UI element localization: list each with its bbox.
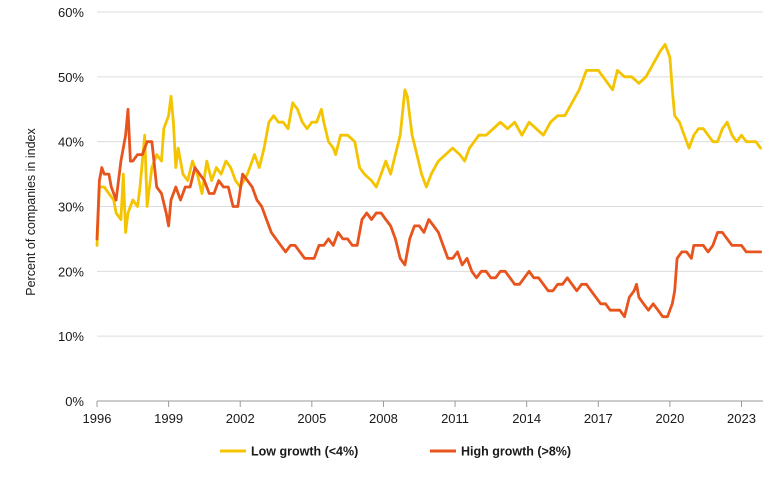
x-tick-label: 2011 (441, 411, 469, 426)
x-tick-label: 1996 (83, 411, 112, 426)
x-tick-label: 2017 (584, 411, 613, 426)
y-tick-label: 0% (65, 394, 84, 409)
x-axis (96, 400, 763, 407)
legend: Low growth (<4%) High growth (>8%) (220, 445, 571, 459)
y-tick-label: 20% (58, 264, 84, 279)
x-tick-label: 2008 (369, 411, 398, 426)
series-line-low-growth (95, 43, 762, 247)
y-axis-label: Percent of companies in index (24, 128, 38, 296)
series-line-high-growth (95, 107, 762, 319)
y-axis-tick-labels: 0% 10% 20% 30% 40% 50% 60% (58, 5, 84, 409)
x-tick-label: 1999 (154, 411, 183, 426)
legend-label: Low growth (<4%) (251, 445, 358, 459)
y-tick-label: 50% (58, 70, 84, 85)
gridlines (97, 11, 763, 337)
x-tick-label: 2023 (727, 411, 756, 426)
legend-label: High growth (>8%) (461, 445, 571, 459)
y-tick-label: 40% (58, 135, 84, 150)
x-tick-label: 2020 (655, 411, 684, 426)
series-lines (95, 43, 762, 319)
x-tick-label: 2002 (226, 411, 255, 426)
y-tick-label: 30% (58, 200, 84, 215)
x-tick-label: 2014 (512, 411, 541, 426)
x-axis-tick-labels: 1996 1999 2002 2005 2008 2011 2014 2017 2020 2023 (83, 411, 756, 426)
y-tick-label: 60% (58, 5, 84, 20)
x-tick-label: 2005 (297, 411, 326, 426)
y-tick-label: 10% (58, 329, 84, 344)
